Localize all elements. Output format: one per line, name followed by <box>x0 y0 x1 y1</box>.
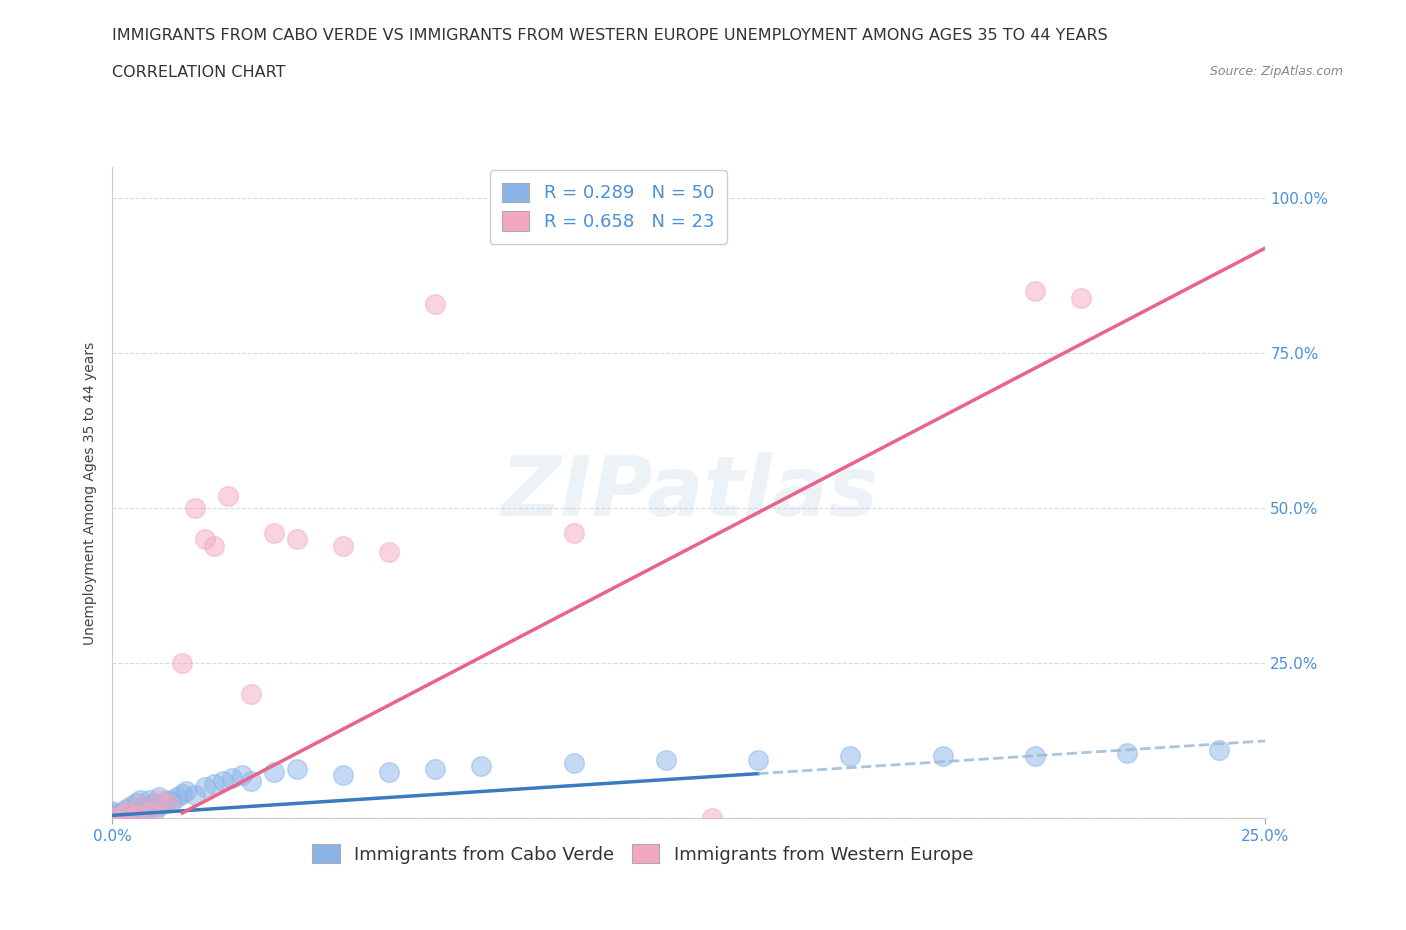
Point <box>562 525 585 540</box>
Point <box>129 799 152 814</box>
Point <box>143 795 166 810</box>
Point <box>1116 746 1139 761</box>
Point <box>111 808 134 823</box>
Point <box>129 804 152 818</box>
Legend: Immigrants from Cabo Verde, Immigrants from Western Europe: Immigrants from Cabo Verde, Immigrants f… <box>302 833 984 874</box>
Point <box>101 811 124 826</box>
Point <box>101 808 124 823</box>
Point <box>170 656 193 671</box>
Point <box>152 795 174 810</box>
Point <box>184 501 207 516</box>
Point <box>1024 749 1046 764</box>
Point <box>124 804 146 819</box>
Point <box>332 538 354 553</box>
Point <box>1070 290 1092 305</box>
Point <box>194 532 217 547</box>
Point <box>263 764 285 779</box>
Point <box>332 767 354 782</box>
Point <box>148 792 170 807</box>
Point <box>202 538 225 553</box>
Point <box>166 790 188 804</box>
Point <box>1208 743 1230 758</box>
Point <box>170 786 193 801</box>
Point <box>124 808 146 823</box>
Y-axis label: Unemployment Among Ages 35 to 44 years: Unemployment Among Ages 35 to 44 years <box>83 341 97 644</box>
Point <box>120 806 142 821</box>
Point <box>120 799 142 814</box>
Point <box>285 532 308 547</box>
Point <box>143 804 166 819</box>
Point <box>115 808 138 823</box>
Point <box>124 795 146 810</box>
Point <box>217 488 239 503</box>
Point <box>138 792 160 807</box>
Point <box>115 802 138 817</box>
Point <box>425 762 447 777</box>
Point <box>134 799 156 814</box>
Point <box>425 297 447 312</box>
Point <box>111 809 134 824</box>
Point <box>239 687 262 702</box>
Point <box>184 788 207 803</box>
Point <box>194 780 217 795</box>
Point <box>1024 284 1046 299</box>
Point <box>285 762 308 777</box>
Point <box>239 774 262 789</box>
Point <box>138 804 160 819</box>
Point <box>101 811 124 826</box>
Text: IMMIGRANTS FROM CABO VERDE VS IMMIGRANTS FROM WESTERN EUROPE UNEMPLOYMENT AMONG : IMMIGRANTS FROM CABO VERDE VS IMMIGRANTS… <box>112 28 1108 43</box>
Point <box>655 752 678 767</box>
Point <box>174 783 197 798</box>
Point <box>931 749 953 764</box>
Point <box>700 811 723 826</box>
Point <box>101 810 124 825</box>
Point <box>111 804 134 819</box>
Point <box>101 806 124 821</box>
Point <box>129 792 152 807</box>
Point <box>202 777 225 791</box>
Point <box>747 752 769 767</box>
Point <box>138 802 160 817</box>
Text: CORRELATION CHART: CORRELATION CHART <box>112 65 285 80</box>
Point <box>470 758 492 773</box>
Point <box>101 804 124 818</box>
Point <box>378 544 401 559</box>
Point <box>839 749 862 764</box>
Point <box>134 806 156 821</box>
Point <box>263 525 285 540</box>
Text: ZIPatlas: ZIPatlas <box>501 452 877 534</box>
Point <box>156 792 179 807</box>
Text: Source: ZipAtlas.com: Source: ZipAtlas.com <box>1209 65 1343 78</box>
Point <box>231 767 253 782</box>
Point <box>148 799 170 814</box>
Point <box>212 774 235 789</box>
Point <box>562 755 585 770</box>
Point <box>221 771 243 786</box>
Point <box>115 804 138 819</box>
Point <box>162 793 184 808</box>
Point <box>156 795 179 810</box>
Point <box>378 764 401 779</box>
Point <box>148 790 170 804</box>
